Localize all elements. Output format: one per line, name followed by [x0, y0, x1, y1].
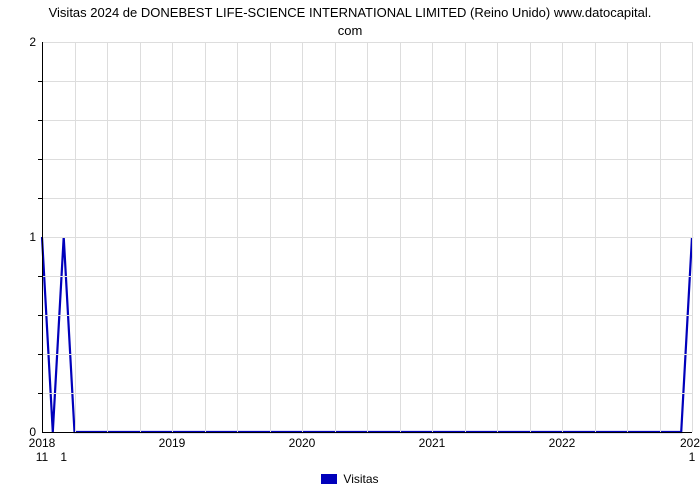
gridline-vertical — [692, 42, 693, 432]
y-minor-tick — [38, 81, 42, 82]
data-point-label: 11 — [36, 432, 48, 464]
x-tick-label: 2022 — [549, 432, 576, 450]
legend-label: Visitas — [343, 472, 378, 486]
x-tick-label: 2019 — [159, 432, 186, 450]
y-tick-label: 1 — [29, 230, 42, 244]
chart-title: Visitas 2024 de DONEBEST LIFE-SCIENCE IN… — [0, 4, 700, 39]
x-axis-line — [42, 432, 692, 433]
y-tick-label: 2 — [29, 35, 42, 49]
gridline-horizontal — [42, 159, 692, 160]
gridline-horizontal — [42, 354, 692, 355]
y-minor-tick — [38, 276, 42, 277]
y-minor-tick — [38, 198, 42, 199]
legend: Visitas — [0, 472, 700, 486]
y-minor-tick — [38, 120, 42, 121]
title-line-2: com — [338, 23, 363, 38]
data-point-label: 1 — [60, 432, 67, 464]
x-tick-label: 2021 — [419, 432, 446, 450]
legend-swatch — [321, 474, 337, 484]
data-point-label: 1 — [689, 432, 696, 464]
gridline-horizontal — [42, 393, 692, 394]
gridline-horizontal — [42, 276, 692, 277]
title-line-1: Visitas 2024 de DONEBEST LIFE-SCIENCE IN… — [49, 5, 652, 20]
gridline-horizontal — [42, 237, 692, 238]
y-minor-tick — [38, 354, 42, 355]
y-minor-tick — [38, 315, 42, 316]
chart-container: Visitas 2024 de DONEBEST LIFE-SCIENCE IN… — [0, 0, 700, 500]
y-minor-tick — [38, 393, 42, 394]
gridline-horizontal — [42, 315, 692, 316]
y-minor-tick — [38, 159, 42, 160]
y-axis-line — [42, 42, 43, 432]
x-tick-label: 2020 — [289, 432, 316, 450]
gridline-horizontal — [42, 42, 692, 43]
gridline-horizontal — [42, 120, 692, 121]
plot-area: 012201820192020202120222021111 — [42, 42, 692, 432]
gridline-horizontal — [42, 81, 692, 82]
gridline-horizontal — [42, 198, 692, 199]
